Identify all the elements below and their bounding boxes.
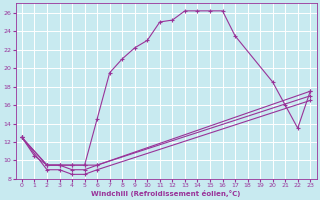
X-axis label: Windchill (Refroidissement éolien,°C): Windchill (Refroidissement éolien,°C) bbox=[92, 190, 241, 197]
